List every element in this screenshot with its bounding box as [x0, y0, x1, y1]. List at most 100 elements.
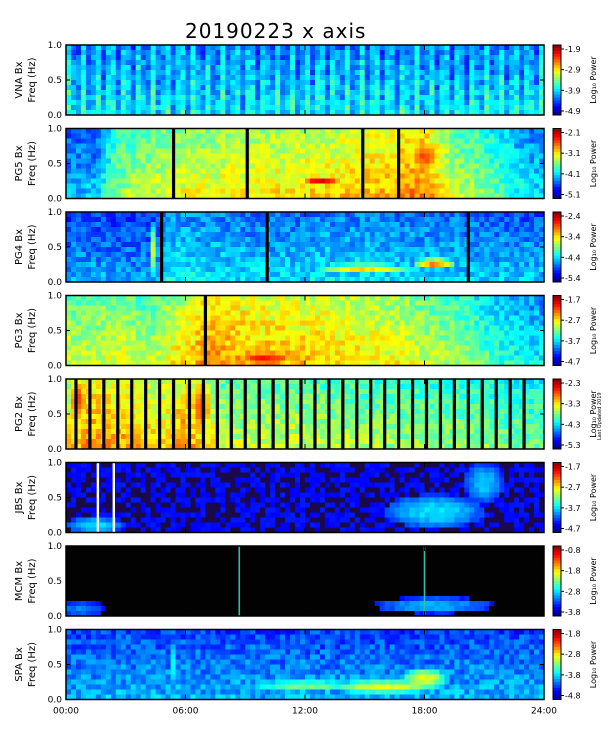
heat-cell — [80, 305, 87, 311]
heat-cell — [369, 158, 376, 164]
heat-cell — [295, 272, 301, 278]
heat-cell — [469, 242, 475, 248]
heat-cell — [479, 50, 485, 56]
heat-cell — [100, 310, 107, 316]
heat-cell — [305, 105, 311, 111]
heat-cell — [160, 335, 166, 341]
heat-cell — [444, 222, 450, 228]
heat-cell — [354, 242, 361, 248]
heat-cell — [324, 310, 331, 316]
heat-cell — [205, 320, 211, 326]
heat-cell — [364, 110, 371, 116]
heat-cell — [399, 242, 405, 248]
heat-cell — [210, 90, 216, 96]
heat-cell — [494, 272, 500, 278]
heat-cell — [349, 257, 356, 263]
heat-cell — [260, 128, 266, 134]
heat-cell — [115, 158, 122, 164]
heat-cell — [494, 90, 500, 96]
heat-cell — [240, 163, 246, 169]
heat-cell — [90, 237, 97, 243]
heat-cell — [215, 188, 221, 194]
heat-cell — [245, 232, 251, 238]
heat-cell — [230, 50, 236, 56]
heat-cell — [100, 360, 107, 366]
heat-cell — [374, 158, 381, 164]
heat-cell — [349, 100, 356, 106]
heat-cell — [225, 158, 231, 164]
heat-cell — [110, 133, 117, 139]
colorbar-swatch — [553, 80, 561, 84]
heat-cell — [90, 325, 97, 331]
heat-cell — [509, 267, 515, 273]
heat-cell — [329, 345, 336, 351]
heat-cell — [494, 100, 500, 106]
heat-cell — [95, 237, 102, 243]
heat-cell — [90, 262, 97, 268]
heat-cell — [469, 153, 475, 159]
heat-cell — [240, 277, 246, 283]
heat-cell — [295, 217, 301, 223]
heat-cell — [160, 267, 166, 273]
heat-cell — [444, 237, 450, 243]
heat-cell — [130, 188, 137, 194]
heat-cell — [384, 158, 391, 164]
heat-cell — [275, 110, 281, 116]
heat-cell — [295, 153, 301, 159]
heat-cell — [429, 163, 435, 169]
y-tick-label: 1.0 — [48, 41, 63, 51]
heat-cell — [479, 262, 485, 268]
heat-cell — [115, 148, 122, 154]
heat-cell — [379, 153, 386, 159]
heat-cell — [374, 80, 381, 86]
heat-cell — [190, 183, 196, 189]
heat-cell — [115, 310, 122, 316]
heat-cell — [170, 242, 176, 248]
heat-cell — [459, 163, 465, 169]
heat-cell — [354, 183, 361, 189]
heat-cell — [180, 217, 186, 223]
heat-cell — [90, 212, 97, 218]
heat-cell — [90, 330, 97, 336]
heat-cell — [305, 158, 311, 164]
heat-cell — [145, 80, 152, 86]
heat-cell — [75, 138, 82, 144]
heat-cell — [160, 345, 166, 351]
heat-cell — [180, 350, 186, 356]
heat-cell — [419, 148, 425, 154]
heat-cell — [469, 148, 475, 154]
heat-cell — [319, 227, 326, 233]
heat-cell — [195, 300, 201, 306]
heat-cell — [225, 340, 231, 346]
heat-cell — [125, 178, 132, 184]
heat-cell — [389, 45, 396, 51]
heat-cell — [90, 242, 97, 248]
heat-cell — [185, 300, 191, 306]
heat-cell — [125, 257, 132, 263]
heat-cell — [359, 85, 366, 91]
heat-cell — [180, 133, 186, 139]
heat-cell — [220, 70, 226, 76]
heat-cell — [339, 85, 346, 91]
heat-cell — [484, 193, 490, 199]
heat-cell — [95, 300, 102, 306]
heat-cell — [115, 55, 122, 61]
heat-cell — [434, 133, 440, 139]
heat-cell — [449, 50, 455, 56]
heat-cell — [95, 95, 102, 101]
heat-cell — [524, 143, 530, 149]
heat-cell — [105, 277, 112, 283]
heat-cell — [170, 350, 176, 356]
heat-cell — [394, 232, 401, 238]
heat-cell — [185, 277, 191, 283]
heat-cell — [469, 55, 475, 61]
heat-cell — [150, 262, 157, 268]
heat-cell — [150, 173, 157, 179]
heat-cell — [210, 50, 216, 56]
heat-cell — [145, 345, 152, 351]
heat-cell — [534, 80, 540, 86]
heat-cell — [469, 128, 475, 134]
heat-cell — [449, 158, 455, 164]
heat-cell — [190, 143, 196, 149]
